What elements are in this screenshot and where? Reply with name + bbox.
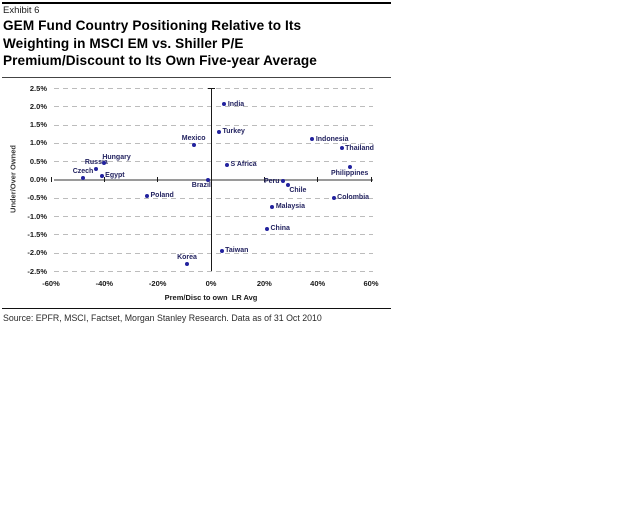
x-tick-label: 60% bbox=[363, 279, 379, 288]
data-point-dot-chile bbox=[286, 182, 291, 187]
y-gridline bbox=[54, 197, 373, 199]
top-divider bbox=[2, 2, 391, 4]
source-divider bbox=[2, 308, 391, 309]
y-tick-label: 2.0% bbox=[29, 101, 47, 111]
data-point-dot-poland bbox=[145, 193, 149, 198]
data-point-label-russia: Russia bbox=[84, 159, 108, 167]
data-point-label-chile: Chile bbox=[289, 187, 307, 195]
y-tick-label: 2.5% bbox=[29, 83, 47, 93]
data-point-label-colombia: Colombia bbox=[337, 194, 370, 202]
x-axis-title: Prem/Disc to own LR Avg bbox=[164, 293, 258, 302]
x-axis-tick bbox=[103, 177, 105, 182]
data-point-dot-indonesia bbox=[310, 137, 315, 142]
title-divider bbox=[2, 77, 391, 78]
data-point-label-thailand: Thailand bbox=[345, 144, 374, 152]
data-point-label-philippines: Philippines bbox=[330, 169, 369, 177]
data-point-label-hungary: Hungary bbox=[102, 153, 131, 161]
data-point-label-india: India bbox=[227, 100, 245, 108]
chart-title-line-1: GEM Fund Country Positioning Relative to… bbox=[3, 18, 302, 33]
data-point-label-taiwan: Taiwan bbox=[225, 247, 249, 255]
y-tick-label: -1.5% bbox=[27, 229, 47, 239]
y-gridline bbox=[54, 216, 373, 218]
y-tick-label: 0.5% bbox=[29, 156, 47, 166]
x-tick-label: -40% bbox=[95, 279, 114, 288]
y-gridline bbox=[54, 124, 373, 126]
data-point-dot-china bbox=[265, 226, 269, 231]
x-tick-label: 20% bbox=[256, 279, 272, 288]
x-axis-tick bbox=[263, 177, 265, 182]
data-point-dot-czech bbox=[81, 175, 85, 180]
data-point-dot-brazil bbox=[206, 177, 211, 182]
chart-title-line-2: Weighting in MSCI EM vs. Shiller P/E bbox=[3, 35, 244, 51]
x-axis-tick bbox=[370, 177, 372, 182]
data-point-label-peru: Peru bbox=[263, 178, 280, 186]
data-point-dot-mexico bbox=[191, 142, 196, 147]
x-tick-label: -20% bbox=[148, 279, 167, 288]
x-axis-tick bbox=[50, 177, 52, 182]
scatter-chart: Under/Over Owned Czech Russia Hungary Egypt… bbox=[0, 80, 392, 308]
x-tick-label: 40% bbox=[310, 279, 326, 288]
y-tick-label: -2.0% bbox=[27, 248, 47, 258]
y-axis-line bbox=[210, 88, 212, 271]
data-point-label-indonesia: Indonesia bbox=[315, 135, 349, 143]
y-tick-label: 0.0% bbox=[29, 175, 47, 184]
data-point-dot-russia bbox=[94, 166, 99, 171]
y-tick-label: 1.5% bbox=[29, 120, 47, 130]
plot-area: Czech Russia Hungary Egypt Poland Mexico Brazi… bbox=[50, 88, 374, 272]
data-point-dot-taiwan bbox=[219, 248, 224, 253]
data-point-dot-thailand bbox=[339, 146, 344, 151]
y-tick-label: -0.5% bbox=[27, 193, 47, 203]
y-gridline bbox=[54, 142, 373, 144]
chart-title: GEM Fund Country Positioning Relative to… bbox=[3, 17, 317, 70]
data-point-label-egypt: Egypt bbox=[105, 172, 125, 180]
data-point-label-turkey: Turkey bbox=[222, 128, 245, 136]
data-point-dot-peru bbox=[281, 179, 285, 184]
chart-title-line-3: Premium/Discount to Its Own Five-year Av… bbox=[3, 53, 317, 68]
y-tick-label: -2.5% bbox=[27, 266, 47, 276]
data-point-dot-turkey bbox=[217, 129, 221, 134]
data-point-label-czech: Czech bbox=[72, 168, 94, 176]
x-axis-tick bbox=[317, 177, 319, 182]
data-point-dot-korea bbox=[185, 261, 189, 266]
y-gridline bbox=[54, 271, 373, 272]
data-point-dot-egypt bbox=[99, 173, 104, 178]
data-point-label-brazil: Brazil bbox=[191, 182, 211, 189]
y-gridline bbox=[54, 161, 373, 163]
data-point-label-poland: Poland bbox=[150, 192, 174, 200]
x-tick-label: 0% bbox=[205, 279, 217, 288]
data-point-dot-hungary bbox=[102, 161, 107, 166]
data-point-label-korea: Korea bbox=[177, 254, 197, 262]
x-tick-label: -60% bbox=[42, 279, 60, 288]
y-gridline bbox=[54, 252, 373, 254]
y-tick-label: -1.0% bbox=[27, 211, 47, 221]
data-point-label-s-africa: S Africa bbox=[230, 161, 257, 169]
x-axis-tick bbox=[157, 177, 159, 182]
data-point-label-mexico: Mexico bbox=[181, 135, 206, 143]
data-point-label-malaysia: Malaysia bbox=[275, 203, 306, 211]
y-gridline bbox=[54, 234, 373, 236]
y-tick-label: 1.0% bbox=[29, 138, 47, 148]
source-note: Source: EPFR, MSCI, Factset, Morgan Stan… bbox=[3, 313, 322, 323]
data-point-dot-india bbox=[222, 102, 227, 107]
data-point-dot-malaysia bbox=[270, 204, 275, 209]
exhibit-label: Exhibit 6 bbox=[3, 5, 40, 16]
data-point-dot-philippines bbox=[347, 164, 352, 169]
data-point-dot-colombia bbox=[331, 195, 336, 200]
y-axis-top-tick bbox=[207, 88, 215, 89]
y-gridline bbox=[54, 106, 373, 108]
data-point-label-china: China bbox=[270, 225, 290, 233]
data-point-dot-s-africa bbox=[225, 162, 229, 167]
zero-axis-line bbox=[54, 178, 373, 181]
